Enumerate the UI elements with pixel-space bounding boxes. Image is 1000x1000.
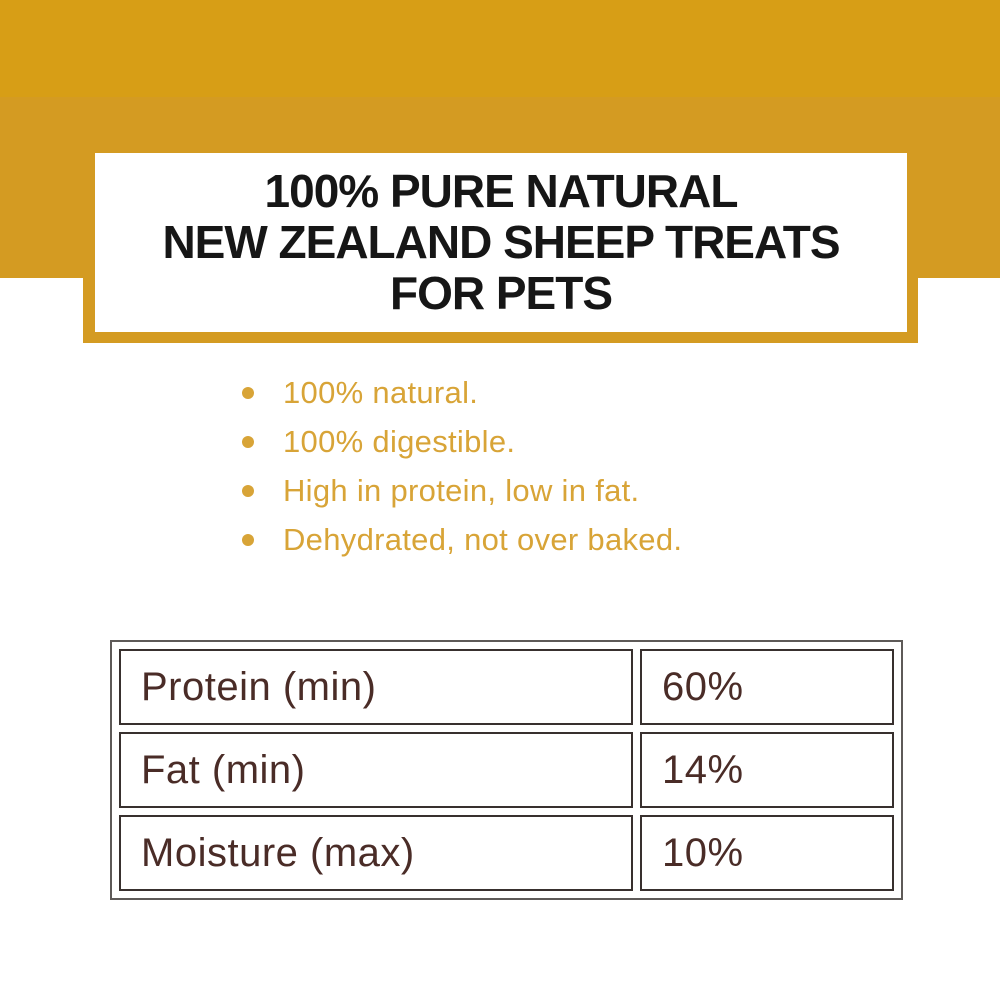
- title-line-1: 100% PURE NATURAL: [264, 165, 739, 217]
- bullet-item: Dehydrated, not over baked.: [242, 515, 682, 564]
- bullet-text: 100% digestible.: [283, 423, 516, 459]
- nutrition-value-cell: 60%: [640, 649, 894, 725]
- bullet-item: High in protein, low in fat.: [242, 466, 682, 515]
- table-row: Protein (min) 60%: [119, 649, 894, 725]
- bullet-dot-icon: [242, 435, 254, 448]
- nutrition-table: Protein (min) 60% Fat (min) 14% Moisture…: [110, 640, 903, 900]
- header-band-top-strip: [0, 0, 1000, 97]
- bullet-text: Dehydrated, not over baked.: [283, 521, 683, 557]
- title-line-3: FOR PETS: [389, 267, 613, 319]
- bullet-dot-icon: [242, 386, 254, 399]
- table-row: Moisture (max) 10%: [119, 815, 894, 891]
- table-row: Fat (min) 14%: [119, 732, 894, 808]
- bullet-list: 100% natural. 100% digestible. High in p…: [242, 368, 682, 564]
- title-line-2: NEW ZEALAND SHEEP TREATS: [162, 216, 840, 268]
- title-card: 100% PURE NATURAL NEW ZEALAND SHEEP TREA…: [95, 153, 907, 332]
- bullet-item: 100% natural.: [242, 368, 682, 417]
- nutrition-label-cell: Fat (min): [119, 732, 633, 808]
- bullet-dot-icon: [242, 533, 254, 546]
- bullet-text: High in protein, low in fat.: [283, 472, 640, 508]
- nutrition-value-cell: 14%: [640, 732, 894, 808]
- bullet-dot-icon: [242, 484, 254, 497]
- nutrition-label-cell: Moisture (max): [119, 815, 633, 891]
- nutrition-label-cell: Protein (min): [119, 649, 633, 725]
- bullet-text: 100% natural.: [283, 374, 479, 410]
- bullet-item: 100% digestible.: [242, 417, 682, 466]
- nutrition-value-cell: 10%: [640, 815, 894, 891]
